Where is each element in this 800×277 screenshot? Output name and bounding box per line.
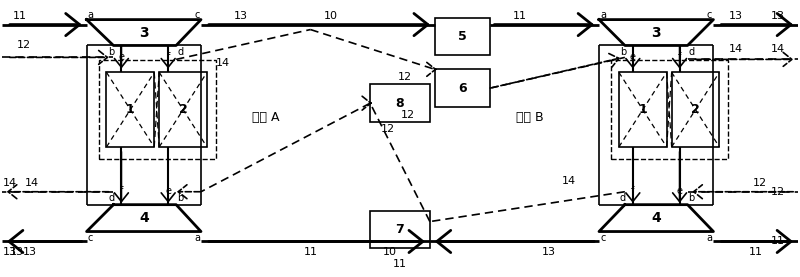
Polygon shape — [86, 20, 201, 45]
Text: 7: 7 — [396, 223, 404, 236]
Text: a: a — [194, 234, 200, 243]
Text: b: b — [177, 193, 183, 203]
Bar — [611, 60, 728, 159]
Text: f: f — [120, 186, 123, 196]
Text: 13: 13 — [234, 11, 248, 20]
Text: d: d — [620, 193, 626, 203]
Text: 12: 12 — [381, 124, 395, 134]
Text: 13: 13 — [730, 11, 743, 20]
Text: 11: 11 — [750, 247, 763, 257]
Bar — [672, 72, 719, 147]
Polygon shape — [86, 205, 201, 232]
Text: 4: 4 — [139, 211, 149, 225]
Text: 2: 2 — [691, 103, 700, 116]
Text: 11: 11 — [393, 259, 407, 269]
Text: 5: 5 — [458, 30, 466, 43]
Text: c: c — [706, 10, 712, 20]
Text: 13: 13 — [3, 247, 17, 257]
Text: d: d — [177, 47, 183, 57]
Text: e: e — [165, 186, 171, 196]
Polygon shape — [599, 205, 714, 232]
Text: 12: 12 — [753, 178, 767, 188]
Text: c: c — [600, 234, 606, 243]
Text: d: d — [108, 193, 114, 203]
Text: b: b — [689, 193, 694, 203]
Text: 1: 1 — [126, 103, 134, 116]
Text: a: a — [87, 10, 94, 20]
Text: 节点 B: 节点 B — [515, 111, 543, 124]
Text: 1: 1 — [638, 103, 647, 116]
Text: 2: 2 — [178, 103, 187, 116]
Text: b: b — [620, 47, 626, 57]
Text: f: f — [678, 52, 682, 62]
Text: 13: 13 — [23, 247, 37, 257]
Bar — [619, 72, 666, 147]
Bar — [106, 72, 154, 147]
Bar — [370, 211, 430, 248]
Text: 13: 13 — [771, 11, 785, 20]
Text: 14: 14 — [216, 58, 230, 68]
Text: 13: 13 — [10, 247, 24, 257]
Text: 11: 11 — [13, 11, 27, 20]
Text: c: c — [194, 10, 200, 20]
Bar — [435, 69, 490, 107]
Text: 10: 10 — [383, 247, 397, 257]
Text: 11: 11 — [512, 11, 526, 20]
Polygon shape — [599, 20, 714, 45]
Text: e: e — [630, 52, 636, 62]
Text: 14: 14 — [3, 178, 17, 188]
Text: 13: 13 — [542, 247, 556, 257]
Text: e: e — [677, 186, 682, 196]
Text: f: f — [631, 186, 634, 196]
Text: 10: 10 — [323, 11, 338, 20]
Text: 12: 12 — [17, 40, 31, 50]
Text: 14: 14 — [25, 178, 39, 188]
Bar — [435, 18, 490, 55]
Text: c: c — [88, 234, 94, 243]
Text: 14: 14 — [562, 176, 576, 186]
Text: 14: 14 — [771, 44, 785, 55]
Text: d: d — [689, 47, 694, 57]
Text: a: a — [706, 234, 713, 243]
Text: 12: 12 — [771, 187, 785, 197]
Bar — [159, 72, 207, 147]
Text: 节点 A: 节点 A — [252, 111, 279, 124]
Text: 14: 14 — [730, 44, 743, 55]
Text: 8: 8 — [396, 97, 404, 110]
Text: 3: 3 — [139, 25, 149, 40]
Text: 12: 12 — [401, 110, 415, 120]
Text: 6: 6 — [458, 82, 466, 95]
Text: 11: 11 — [771, 237, 785, 247]
Bar — [98, 60, 216, 159]
Text: a: a — [600, 10, 606, 20]
Text: b: b — [108, 47, 114, 57]
Text: 4: 4 — [651, 211, 661, 225]
Text: 12: 12 — [398, 72, 412, 82]
Text: f: f — [166, 52, 170, 62]
Text: 11: 11 — [303, 247, 318, 257]
Text: e: e — [118, 52, 125, 62]
Text: 3: 3 — [651, 25, 661, 40]
Bar — [370, 84, 430, 122]
